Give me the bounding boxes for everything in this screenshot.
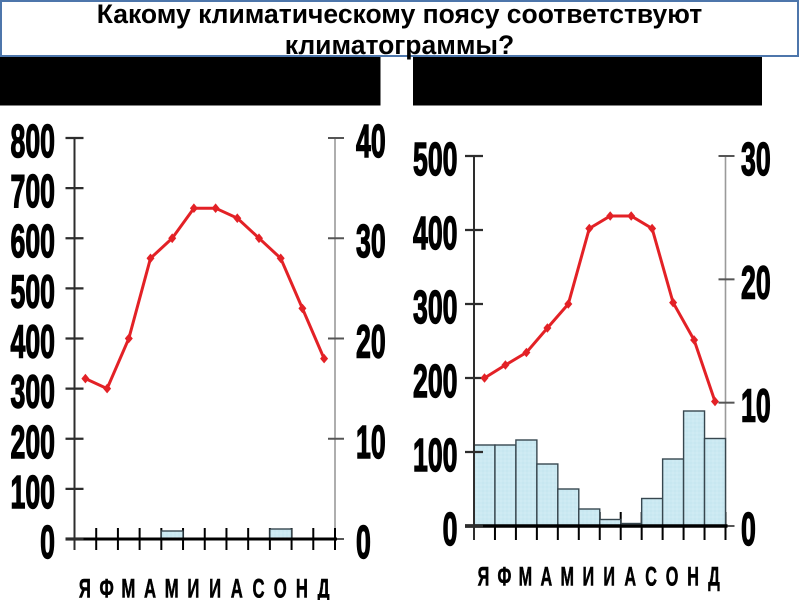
svg-text:Д: Д xyxy=(708,561,720,591)
svg-text:400: 400 xyxy=(10,316,55,367)
svg-text:0: 0 xyxy=(40,516,55,567)
svg-text:И: И xyxy=(603,561,615,591)
svg-text:А: А xyxy=(624,561,636,591)
svg-text:400: 400 xyxy=(413,207,458,258)
svg-text:Я: Я xyxy=(478,561,490,591)
svg-text:Н: Н xyxy=(296,574,308,600)
svg-text:0: 0 xyxy=(443,503,458,554)
svg-text:0: 0 xyxy=(741,503,756,554)
svg-text:0: 0 xyxy=(356,516,371,567)
svg-text:И: И xyxy=(187,574,199,600)
svg-text:100: 100 xyxy=(413,429,458,480)
svg-text:10: 10 xyxy=(741,380,771,431)
svg-text:200: 200 xyxy=(10,416,55,467)
svg-text:Я: Я xyxy=(79,574,91,600)
svg-text:500: 500 xyxy=(413,133,458,184)
svg-text:20: 20 xyxy=(741,257,771,308)
svg-text:300: 300 xyxy=(413,281,458,332)
svg-text:40: 40 xyxy=(356,115,386,166)
svg-text:700: 700 xyxy=(10,166,55,217)
svg-text:О: О xyxy=(666,561,679,591)
svg-text:100: 100 xyxy=(10,466,55,517)
svg-text:30: 30 xyxy=(741,133,771,184)
svg-text:М: М xyxy=(519,561,532,591)
svg-text:М: М xyxy=(561,561,574,591)
svg-text:М: М xyxy=(121,574,135,600)
svg-text:Ф: Ф xyxy=(497,561,511,591)
svg-text:А: А xyxy=(541,561,553,591)
svg-text:И: И xyxy=(209,574,221,600)
svg-text:Ф: Ф xyxy=(99,574,113,600)
svg-text:С: С xyxy=(252,574,264,600)
svg-text:800: 800 xyxy=(10,115,55,166)
svg-text:300: 300 xyxy=(10,366,55,417)
svg-text:500: 500 xyxy=(10,266,55,317)
svg-text:А: А xyxy=(144,574,156,600)
svg-text:Д: Д xyxy=(318,574,330,600)
svg-text:М: М xyxy=(165,574,179,600)
svg-text:С: С xyxy=(645,561,657,591)
svg-text:200: 200 xyxy=(413,355,458,406)
svg-text:О: О xyxy=(274,574,287,600)
svg-text:20: 20 xyxy=(356,316,386,367)
svg-text:И: И xyxy=(582,561,594,591)
svg-text:10: 10 xyxy=(356,416,386,467)
svg-text:30: 30 xyxy=(356,216,386,267)
svg-text:Н: Н xyxy=(687,561,699,591)
svg-text:А: А xyxy=(231,574,243,600)
svg-text:600: 600 xyxy=(10,216,55,267)
